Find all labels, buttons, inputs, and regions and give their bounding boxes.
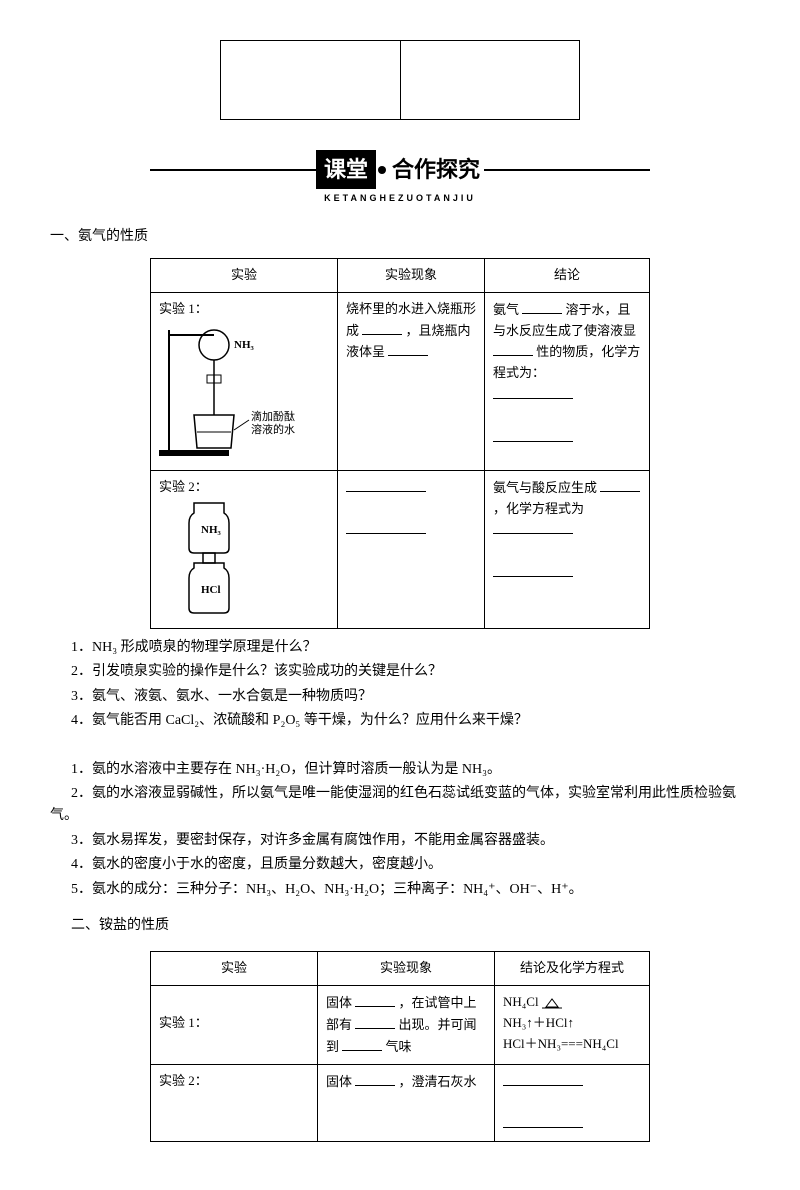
- text: 固体: [326, 995, 352, 1010]
- svg-text:HCl: HCl: [201, 584, 221, 596]
- note: 3．氨水易挥发，要密封保存，对许多金属有腐蚀作用，不能用金属容器盛装。: [50, 830, 750, 852]
- section1-title: 一、氨气的性质: [50, 226, 750, 248]
- blank-field[interactable]: [493, 562, 573, 577]
- exp2-phenomenon: [338, 470, 485, 628]
- text: HCl＋NH₃===NH₄Cl: [503, 1036, 619, 1051]
- text: 实验 2：: [159, 1073, 208, 1088]
- notes-list: 1．氨的水溶液中主要存在 NH₃·H₂O，但计算时溶质一般认为是 NH₃。 2．…: [50, 759, 750, 901]
- blank-field[interactable]: [355, 1014, 395, 1029]
- banner-left: 课堂: [316, 150, 376, 189]
- note: 5．氨水的成分：三种分子：NH₃、H₂O、NH₃·H₂O；三种离子：NH₄⁺、O…: [50, 879, 750, 901]
- exp2-label: 实验 2：: [159, 477, 329, 498]
- note: 4．氨水的密度小于水的密度，且质量分数越大，密度越小。: [50, 854, 750, 876]
- text: NH₃↑＋HCl↑: [503, 1015, 574, 1030]
- dot-icon: [378, 166, 386, 174]
- exp1-diagram-cell: 实验 1： NH₃ 滴加酚酞 溶液的水: [151, 292, 338, 470]
- text: 气味: [386, 1039, 412, 1054]
- col-header: 结论: [485, 258, 650, 292]
- banner-pinyin: KETANGHEZUOTANJIU: [150, 191, 650, 205]
- text: 固体: [326, 1074, 352, 1089]
- blank-field[interactable]: [346, 519, 426, 534]
- svg-text:NH₃: NH₃: [201, 524, 222, 536]
- col-header: 结论及化学方程式: [495, 952, 650, 986]
- note: 2．氨的水溶液显弱碱性，所以氨气是唯一能使湿润的红色石蕊试纸变蓝的气体，实验室常…: [50, 783, 750, 828]
- question: 1．NH₃ 形成喷泉的物理学原理是什么？: [50, 637, 750, 659]
- fountain-apparatus-icon: NH₃ 滴加酚酞 溶液的水: [159, 320, 329, 464]
- question: 3．氨气、液氨、氨水、一水合氨是一种物质吗？: [50, 686, 750, 708]
- svg-text:NH₃: NH₃: [234, 339, 255, 351]
- blank-field[interactable]: [503, 1113, 583, 1128]
- exp1-phenomenon: 烧杯里的水进入烧瓶形成 ，且烧瓶内液体呈: [338, 292, 485, 470]
- exp1-label-cell: 实验 1：: [151, 986, 318, 1064]
- text: 氨气与酸反应生成: [493, 480, 597, 495]
- section-banner: 课堂 合作探究 KETANGHEZUOTANJIU: [150, 150, 650, 206]
- question: 2．引发喷泉实验的操作是什么？该实验成功的关键是什么？: [50, 661, 750, 683]
- exp2-diagram-cell: 实验 2： NH₃ HCl: [151, 470, 338, 628]
- experiment-table-2: 实验 实验现象 结论及化学方程式 实验 1： 固体 ，在试管中上部有 出现。并可…: [150, 951, 650, 1142]
- blank-field[interactable]: [493, 384, 573, 399]
- blank-field[interactable]: [493, 427, 573, 442]
- svg-text:滴加酚酞: 滴加酚酞: [251, 409, 295, 423]
- col-header: 实验: [151, 952, 318, 986]
- question: 4．氨气能否用 CaCl₂、浓硫酸和 P₂O₅ 等干燥，为什么？应用什么来干燥？: [50, 710, 750, 732]
- blank-field[interactable]: [342, 1036, 382, 1051]
- exp2-phenomenon: 固体 ，澄清石灰水: [318, 1064, 495, 1141]
- blank-field[interactable]: [362, 320, 402, 335]
- question-list: 1．NH₃ 形成喷泉的物理学原理是什么？ 2．引发喷泉实验的操作是什么？该实验成…: [50, 637, 750, 733]
- exp2-conclusion: 氨气与酸反应生成 ，化学方程式为: [485, 470, 650, 628]
- experiment-table-1: 实验 实验现象 结论 实验 1： NH₃ 滴加酚酞 溶液的水: [150, 258, 650, 629]
- blank-field[interactable]: [493, 519, 573, 534]
- blank-field[interactable]: [600, 477, 640, 492]
- exp1-phenomenon: 固体 ，在试管中上部有 出现。并可闻到 气味: [318, 986, 495, 1064]
- note: 1．氨的水溶液中主要存在 NH₃·H₂O，但计算时溶质一般认为是 NH₃。: [50, 759, 750, 781]
- col-header: 实验现象: [338, 258, 485, 292]
- col-header: 实验: [151, 258, 338, 292]
- top-empty-table: [220, 40, 580, 120]
- exp2-conclusion: [495, 1064, 650, 1141]
- text: 氨气: [493, 302, 519, 317]
- section2-title: 二、铵盐的性质: [50, 915, 750, 937]
- col-header: 实验现象: [318, 952, 495, 986]
- text: 实验 1：: [159, 1015, 208, 1030]
- banner-right: 合作探究: [388, 150, 484, 189]
- exp1-conclusion: 氨气 溶于水，且与水反应生成了使溶液显 性的物质，化学方程式为：: [485, 292, 650, 470]
- exp1-label: 实验 1：: [159, 299, 329, 320]
- blank-field[interactable]: [355, 992, 395, 1007]
- text: NH₄Cl: [503, 994, 539, 1009]
- svg-text:溶液的水: 溶液的水: [251, 422, 295, 436]
- blank-field[interactable]: [346, 477, 426, 492]
- bottles-apparatus-icon: NH₃ HCl: [159, 498, 329, 622]
- blank-field[interactable]: [493, 341, 533, 356]
- delta-icon: [542, 997, 562, 1009]
- blank-field[interactable]: [388, 341, 428, 356]
- blank-field[interactable]: [522, 299, 562, 314]
- text: ，澄清石灰水: [399, 1074, 477, 1089]
- blank-field[interactable]: [355, 1071, 395, 1086]
- text: ，化学方程式为: [493, 501, 584, 516]
- exp2-label-cell: 实验 2：: [151, 1064, 318, 1141]
- exp1-conclusion: NH₄Cl NH₃↑＋HCl↑ HCl＋NH₃===NH₄Cl: [495, 986, 650, 1064]
- blank-field[interactable]: [503, 1071, 583, 1086]
